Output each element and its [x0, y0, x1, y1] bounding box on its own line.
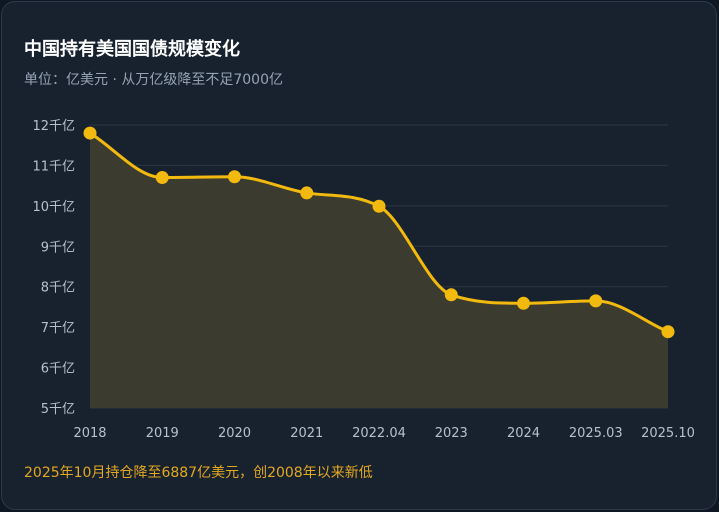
data-point-3: [300, 186, 314, 200]
x-tick-label-6: 2024: [507, 426, 540, 441]
x-tick-label-2: 2020: [218, 426, 251, 441]
y-tick-label-4: 9千亿: [41, 240, 75, 255]
x-tick-label-1: 2019: [146, 426, 179, 441]
data-point-6: [517, 296, 530, 310]
y-tick-label-1: 6千亿: [41, 362, 75, 377]
area-fill: [90, 133, 668, 409]
y-tick-label-3: 8千亿: [41, 281, 75, 296]
y-tick-label-2: 7千亿: [41, 321, 75, 336]
x-tick-label-7: 2025.03: [569, 426, 623, 441]
data-point-8: [661, 325, 675, 339]
y-tick-label-0: 5千亿: [41, 402, 75, 417]
chart-footnote: 2025年10月持仓降至6887亿美元，创2008年以来新低: [24, 465, 373, 481]
y-tick-label-7: 12千亿: [32, 119, 75, 134]
x-tick-label-5: 2023: [435, 426, 468, 441]
x-tick-label-0: 2018: [73, 426, 106, 441]
data-point-5: [444, 288, 458, 302]
x-tick-label-3: 2021: [290, 426, 323, 441]
x-tick-label-8: 2025.10: [641, 426, 695, 441]
data-point-1: [155, 171, 169, 185]
y-tick-label-5: 10千亿: [32, 200, 75, 215]
chart-title: 中国持有美国国债规模变化: [24, 39, 240, 60]
chart-subtitle: 单位：亿美元 · 从万亿级降至不足7000亿: [24, 72, 283, 88]
y-tick-label-6: 11千亿: [32, 159, 75, 174]
data-point-0: [83, 126, 97, 140]
data-point-4: [372, 199, 386, 213]
x-tick-label-4: 2022.04: [352, 426, 406, 441]
data-point-7: [589, 294, 603, 308]
data-point-2: [228, 170, 241, 184]
